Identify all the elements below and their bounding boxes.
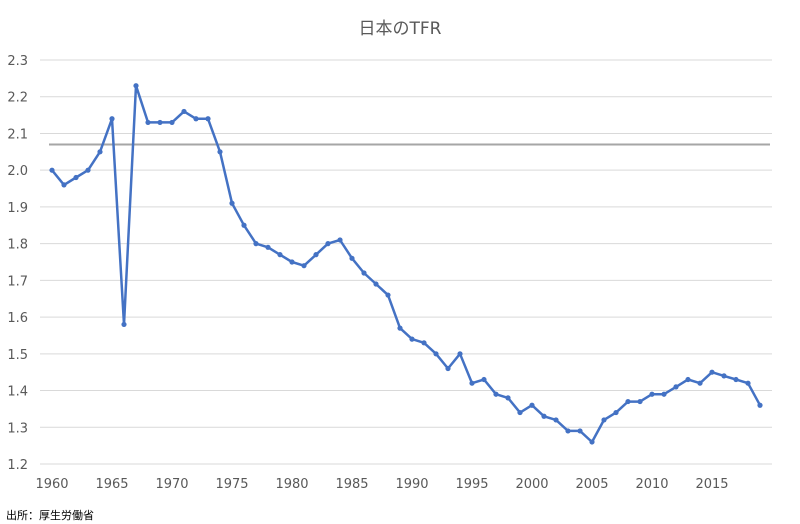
data-point bbox=[421, 340, 427, 346]
data-point bbox=[601, 417, 607, 423]
x-tick-label: 1960 bbox=[35, 477, 68, 492]
data-point bbox=[613, 409, 619, 416]
x-tick-label: 1995 bbox=[455, 477, 488, 492]
data-point bbox=[541, 413, 547, 419]
data-point bbox=[577, 428, 583, 434]
data-point bbox=[697, 380, 703, 386]
data-point bbox=[325, 241, 331, 247]
data-point bbox=[193, 116, 199, 122]
y-tick-label: 1.3 bbox=[7, 421, 28, 436]
y-tick-label: 1.6 bbox=[7, 311, 28, 326]
data-point bbox=[385, 292, 391, 298]
source-note: 出所：厚生労働省 bbox=[6, 509, 94, 522]
y-tick-label: 2.0 bbox=[7, 164, 28, 179]
data-point bbox=[685, 376, 691, 383]
data-point bbox=[289, 259, 295, 265]
data-point bbox=[649, 391, 655, 397]
data-point bbox=[625, 398, 631, 405]
data-point bbox=[109, 116, 115, 122]
data-point bbox=[253, 241, 259, 247]
data-point bbox=[529, 402, 535, 408]
x-tick-label: 2005 bbox=[575, 477, 608, 492]
data-point bbox=[469, 380, 475, 386]
data-point bbox=[397, 325, 403, 331]
data-point bbox=[721, 373, 727, 379]
data-point bbox=[517, 409, 523, 416]
data-point bbox=[553, 417, 559, 423]
data-point bbox=[733, 376, 739, 383]
data-point bbox=[673, 384, 679, 390]
data-point bbox=[637, 398, 643, 405]
data-point bbox=[97, 149, 103, 155]
chart-title: 日本のTFR bbox=[358, 19, 442, 39]
data-point bbox=[277, 252, 283, 258]
data-point bbox=[61, 182, 67, 188]
data-point bbox=[205, 116, 211, 122]
data-point bbox=[229, 200, 235, 206]
data-point bbox=[445, 365, 451, 372]
x-tick-label: 2015 bbox=[695, 477, 728, 492]
data-point bbox=[589, 439, 595, 445]
data-point bbox=[493, 391, 499, 397]
y-tick-label: 1.7 bbox=[7, 274, 28, 289]
data-point bbox=[505, 395, 511, 401]
y-tick-label: 2.1 bbox=[7, 127, 28, 142]
data-point bbox=[481, 376, 487, 383]
x-tick-label: 1990 bbox=[395, 477, 428, 492]
data-point bbox=[433, 351, 439, 357]
x-tick-label: 2000 bbox=[515, 477, 548, 492]
data-point bbox=[349, 255, 355, 261]
data-point bbox=[49, 167, 55, 173]
data-point bbox=[757, 402, 763, 408]
x-tick-label: 1985 bbox=[335, 477, 368, 492]
series-line bbox=[51, 84, 762, 444]
data-point bbox=[169, 119, 175, 126]
x-tick-label: 1975 bbox=[215, 477, 248, 492]
data-point bbox=[373, 281, 379, 287]
x-tick-label: 1980 bbox=[275, 477, 308, 492]
y-tick-label: 2.3 bbox=[7, 54, 28, 69]
data-point bbox=[337, 237, 343, 243]
data-point bbox=[409, 336, 415, 342]
data-point bbox=[565, 428, 571, 434]
data-point bbox=[457, 351, 463, 357]
data-point bbox=[361, 270, 367, 276]
data-point bbox=[121, 321, 127, 328]
data-point bbox=[313, 252, 319, 258]
x-tick-label: 1965 bbox=[95, 477, 128, 492]
data-point bbox=[301, 263, 307, 269]
y-tick-label: 1.4 bbox=[7, 385, 28, 400]
data-point bbox=[709, 369, 715, 375]
data-point bbox=[661, 391, 667, 397]
data-point bbox=[157, 119, 163, 126]
y-tick-label: 2.2 bbox=[7, 91, 28, 106]
x-tick-label: 2010 bbox=[635, 477, 668, 492]
data-point bbox=[85, 167, 91, 173]
y-tick-label: 1.9 bbox=[7, 201, 28, 216]
data-point bbox=[73, 174, 79, 181]
data-point bbox=[181, 108, 187, 115]
data-point bbox=[745, 380, 751, 386]
y-tick-label: 1.5 bbox=[7, 348, 28, 363]
y-tick-label: 1.8 bbox=[7, 238, 28, 253]
data-point bbox=[133, 83, 139, 89]
data-point bbox=[241, 222, 247, 228]
data-point bbox=[145, 119, 151, 126]
x-tick-label: 1970 bbox=[155, 477, 188, 492]
y-tick-label: 1.2 bbox=[7, 458, 28, 473]
data-point bbox=[265, 244, 271, 250]
data-point bbox=[217, 149, 223, 155]
